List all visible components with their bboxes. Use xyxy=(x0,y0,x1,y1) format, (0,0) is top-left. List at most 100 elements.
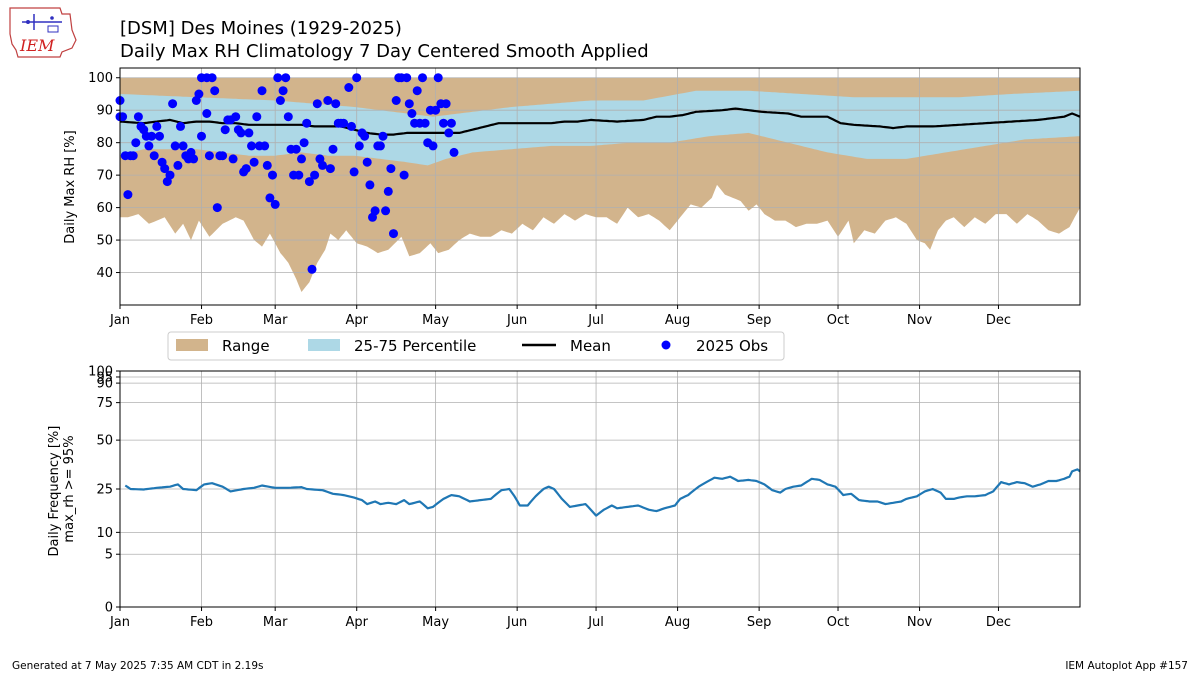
obs-point xyxy=(299,138,309,148)
obs-point xyxy=(283,112,293,122)
obs-point xyxy=(212,203,222,213)
obs-point xyxy=(160,164,170,174)
iem-logo: IEM xyxy=(9,7,77,58)
top-y-tick-label: 90 xyxy=(96,104,113,119)
obs-point xyxy=(197,131,206,141)
obs-point xyxy=(149,151,159,161)
obs-point xyxy=(370,206,380,216)
obs-point xyxy=(168,99,178,109)
obs-point xyxy=(294,170,304,180)
obs-point xyxy=(402,73,412,83)
legend-mean-label: Mean xyxy=(570,337,611,355)
bottom-y-axis-label-line1: Daily Frequency [%] xyxy=(47,426,62,557)
chart-title-line1: [DSM] Des Moines (1929-2025) xyxy=(120,18,402,39)
top-x-tick-label: Aug xyxy=(665,313,690,328)
obs-point xyxy=(123,190,133,200)
obs-point xyxy=(418,73,427,83)
obs-point xyxy=(257,86,267,96)
obs-point xyxy=(249,157,259,167)
obs-point xyxy=(331,99,341,109)
top-x-tick-label: Dec xyxy=(986,313,1011,328)
obs-point xyxy=(325,164,335,174)
obs-point xyxy=(446,118,456,128)
obs-point xyxy=(178,141,188,151)
obs-point xyxy=(262,160,272,170)
legend-range-label: Range xyxy=(222,337,270,355)
top-x-tick-label: Jun xyxy=(506,313,527,328)
top-x-tick-label: Nov xyxy=(907,313,933,328)
bottom-x-tick-label: Nov xyxy=(907,615,933,630)
obs-point xyxy=(133,112,143,122)
obs-point xyxy=(291,144,301,154)
bottom-y-tick-label: 25 xyxy=(96,483,113,498)
obs-point xyxy=(170,141,180,151)
obs-point xyxy=(273,73,283,83)
obs-point xyxy=(278,86,288,96)
obs-point xyxy=(147,131,157,141)
obs-point xyxy=(241,164,251,174)
obs-point xyxy=(344,83,354,92)
top-x-tick-label: Feb xyxy=(190,313,213,328)
bottom-x-tick-label: Dec xyxy=(986,615,1011,630)
top-x-tick-label: Oct xyxy=(827,313,849,328)
chart-title-line2: Daily Max RH Climatology 7 Day Centered … xyxy=(120,41,649,62)
obs-point xyxy=(381,206,391,216)
obs-point xyxy=(318,160,327,170)
obs-point xyxy=(275,96,285,105)
obs-point xyxy=(365,180,375,190)
obs-point xyxy=(176,121,185,131)
obs-point xyxy=(323,96,333,105)
obs-point xyxy=(444,128,454,138)
obs-point xyxy=(260,141,270,151)
legend-iqr-swatch xyxy=(308,339,340,351)
obs-point xyxy=(218,151,228,161)
bottom-x-tick-label: Apr xyxy=(345,615,368,630)
top-x-tick-label: Sep xyxy=(747,313,772,328)
top-x-tick-label: May xyxy=(422,313,449,328)
mean-line xyxy=(119,107,1081,136)
bottom-y-tick-label: 50 xyxy=(96,434,113,449)
obs-point xyxy=(304,177,314,187)
obs-point xyxy=(244,128,254,138)
obs-point xyxy=(268,170,277,180)
top-y-tick-label: 60 xyxy=(96,201,113,216)
obs-point xyxy=(339,118,349,128)
bottom-y-tick-label: 5 xyxy=(105,548,113,563)
obs-point xyxy=(352,73,362,83)
bottom-y-tick-label: 95 xyxy=(96,370,113,385)
obs-point xyxy=(281,73,291,83)
obs-point xyxy=(173,160,183,170)
obs-point xyxy=(302,118,312,128)
bottom-y-tick-label: 0 xyxy=(105,601,113,616)
obs-point xyxy=(118,112,128,122)
top-x-tick-label: Jul xyxy=(587,313,604,328)
obs-point xyxy=(433,73,443,83)
bottom-x-tick-label: Feb xyxy=(190,615,213,630)
obs-point xyxy=(328,144,338,154)
obs-point xyxy=(297,154,306,164)
obs-point xyxy=(404,99,414,109)
obs-point xyxy=(128,151,138,161)
obs-point xyxy=(189,154,199,164)
legend: Range 25-75 Percentile Mean 2025 Obs xyxy=(167,331,785,361)
obs-point xyxy=(228,154,238,164)
bottom-x-tick-label: Sep xyxy=(747,615,772,630)
obs-point xyxy=(312,99,322,109)
obs-point xyxy=(144,141,154,151)
rh-climatology-plot: 40 50 60 70 80 90 100 Jan Feb Mar Apr May Jun Jul Aug… xyxy=(63,67,1081,328)
bottom-x-tick-label: Oct xyxy=(827,615,849,630)
legend-iqr-label: 25-75 Percentile xyxy=(354,337,476,355)
obs-point xyxy=(439,118,448,128)
obs-point xyxy=(399,170,409,180)
obs-point xyxy=(155,131,164,141)
obs-point xyxy=(247,141,256,151)
obs-point xyxy=(231,112,241,122)
obs-point xyxy=(204,151,214,161)
obs-point xyxy=(252,112,262,122)
bottom-y-axis-label-line2: max_rh >= 95% xyxy=(62,435,77,542)
logo-text: IEM xyxy=(19,36,55,55)
obs-point xyxy=(389,229,398,239)
obs-point xyxy=(431,105,441,115)
